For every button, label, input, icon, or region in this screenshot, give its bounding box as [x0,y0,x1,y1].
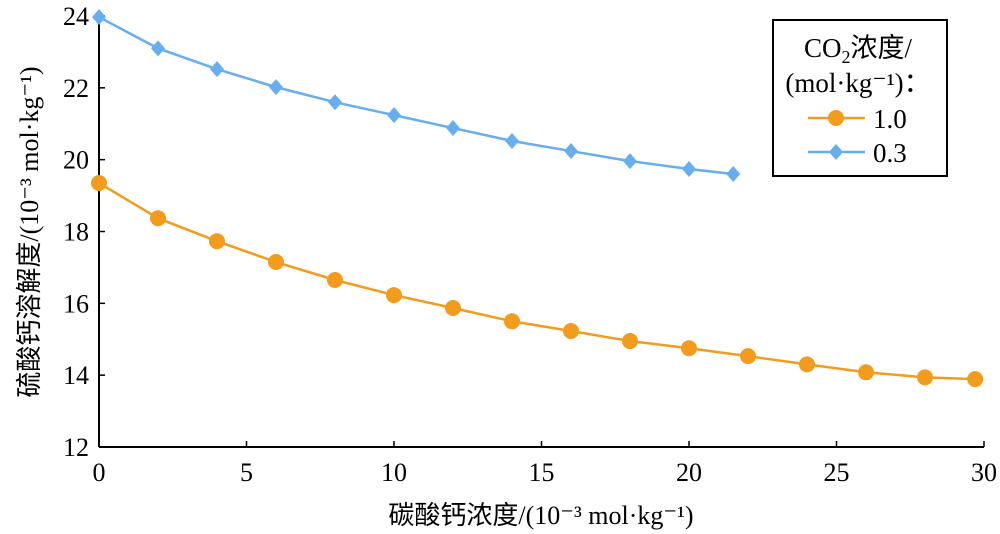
legend-marker-1.0 [828,110,844,126]
data-point [387,107,401,124]
legend-marker-0.3 [829,144,843,160]
data-point [505,132,519,149]
data-point [386,287,402,304]
data-point [91,175,107,192]
legend: CO2浓度/ (mol·kg⁻¹)： 1.0 0.3 [772,19,948,177]
data-point [209,233,225,250]
data-point [681,340,697,357]
x-tick-label: 30 [971,458,997,487]
data-point [682,161,696,178]
x-tick-label: 15 [529,458,555,487]
x-axis-label: 碳酸钙浓度/(10⁻³ mol·kg⁻¹) [388,501,693,530]
x-tick-label: 5 [240,458,253,487]
x-tick-label: 25 [824,458,850,487]
data-point [445,300,461,317]
data-point [92,9,106,26]
data-point [967,371,984,388]
y-tick-label: 22 [63,74,89,103]
data-point [622,333,638,350]
y-axis-label: 硫酸钙溶解度/(10⁻³ mol·kg⁻¹) [15,66,44,397]
legend-title-line1: CO2浓度/ [804,33,913,67]
data-point [150,210,166,227]
series-line-0.3 [98,15,734,176]
y-tick-label: 24 [63,2,89,31]
x-tick-label: 20 [676,458,702,487]
data-point [210,61,224,78]
data-point [623,153,637,170]
data-point [564,143,578,160]
data-point [446,120,460,137]
y-tick-label: 20 [63,146,89,175]
data-point [327,271,343,288]
legend-label-0.3: 0.3 [873,138,907,168]
y-tick-label: 18 [63,218,89,247]
y-tick-label: 14 [63,361,89,390]
data-point [268,254,284,271]
y-tick-label: 12 [63,433,89,462]
legend-title-line2: (mol·kg⁻¹)： [785,68,930,98]
data-point [726,166,741,183]
data-point [328,94,342,111]
legend-label-1.0: 1.0 [873,104,907,134]
data-point [740,348,756,365]
data-point [151,40,165,57]
data-point [799,356,815,373]
data-point [858,364,874,381]
data-point [269,79,283,96]
x-tick-label: 10 [381,458,407,487]
data-point [563,322,579,339]
data-point [504,313,520,330]
legend-box [772,19,948,177]
series-line-1.0 [98,181,976,381]
x-tick-label: 0 [93,458,106,487]
y-tick-label: 16 [63,289,89,318]
data-point [917,369,933,386]
